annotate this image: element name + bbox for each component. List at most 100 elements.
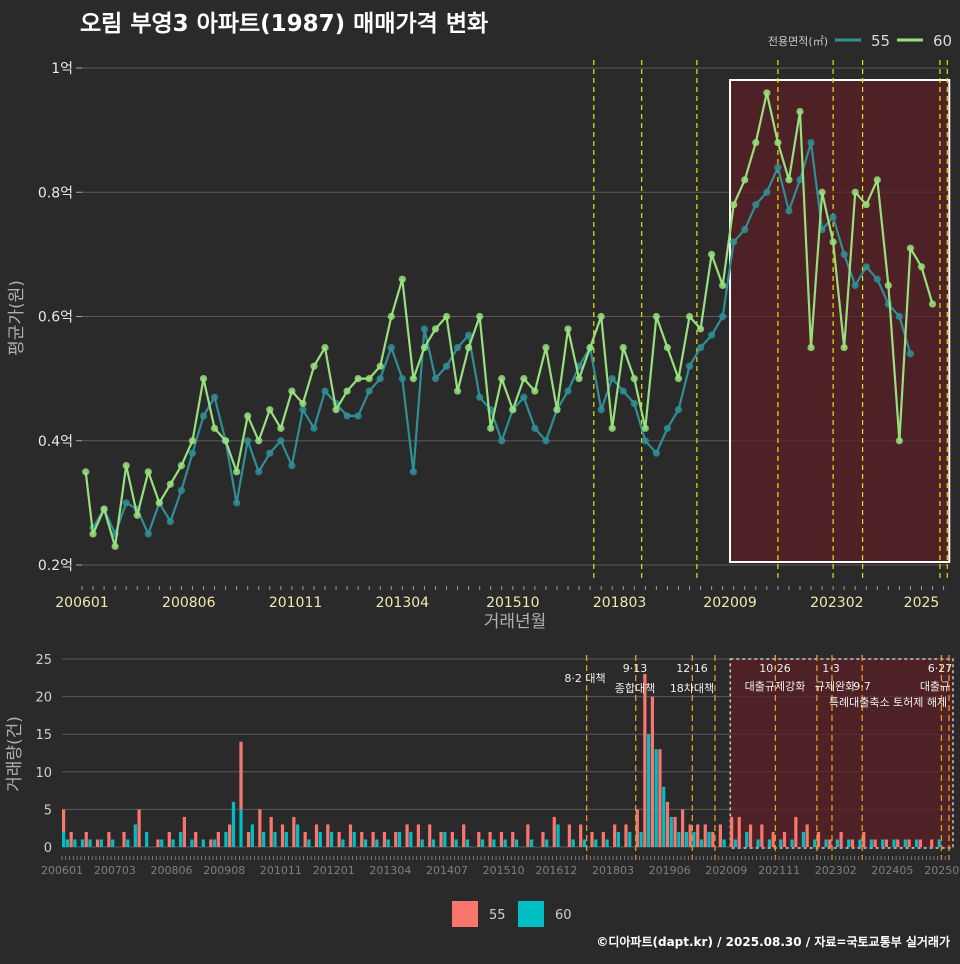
legend-swatch-volume-60: [518, 901, 544, 927]
data-point-55: [630, 399, 638, 408]
volume-bar-55: [737, 816, 741, 847]
data-point-60: [155, 499, 163, 507]
data-point-55: [564, 387, 572, 395]
data-point-55: [431, 375, 440, 383]
data-point-55: [829, 213, 837, 221]
data-point-60: [376, 362, 384, 370]
volume-bar-60: [88, 839, 92, 847]
volume-bar-60: [790, 839, 794, 847]
data-point-60: [862, 201, 870, 209]
volume-bar-55: [314, 824, 319, 847]
volume-bar-60: [329, 831, 334, 847]
data-point-60: [487, 424, 495, 432]
volume-bar-60: [171, 839, 175, 847]
data-point-55: [542, 437, 550, 445]
volume-bar-55: [782, 831, 787, 847]
volume-bar-55: [805, 824, 809, 847]
volume-bar-55: [650, 696, 655, 847]
volume-bar-55: [624, 824, 628, 847]
data-point-60: [255, 437, 263, 445]
volume-bar-60: [628, 831, 632, 847]
data-point-55: [730, 238, 738, 246]
data-point-55: [420, 325, 429, 333]
data-point-60: [641, 424, 649, 432]
x-axis-title: 거래년월: [484, 612, 547, 632]
volume-bar-60: [733, 839, 738, 847]
legend-swatch-volume-55: [452, 901, 478, 927]
volume-bar-60: [65, 839, 69, 847]
volume-bar-60: [937, 839, 941, 847]
data-point-60: [210, 424, 219, 432]
data-point-55: [199, 412, 208, 420]
policy-label: 12·16: [676, 662, 708, 675]
volume-bar-60: [669, 816, 673, 847]
data-point-60: [89, 530, 97, 538]
data-point-60: [840, 343, 848, 352]
volume-bar-60: [363, 839, 368, 847]
volume-bar-60: [397, 831, 402, 847]
data-point-60: [233, 468, 241, 476]
volume-bar-60: [73, 839, 77, 847]
y-tick-label: 0.6억: [38, 310, 73, 326]
data-point-60: [597, 312, 605, 321]
volume-bar-55: [930, 839, 934, 847]
data-point-60: [575, 375, 583, 383]
volume-bar-55: [137, 809, 141, 847]
volume-bar-60: [145, 831, 149, 847]
x-tick-label: 202009: [703, 595, 756, 611]
data-point-55: [873, 275, 881, 283]
x-tick-label-volume: 202111: [758, 864, 800, 877]
volume-bar-55: [526, 824, 530, 847]
data-point-55: [210, 393, 219, 401]
volume-bar-60: [756, 839, 760, 847]
data-point-55: [840, 250, 848, 258]
data-point-55: [851, 281, 859, 290]
volume-bar-60: [503, 839, 507, 847]
y-tick-label-volume: 20: [35, 691, 52, 706]
data-point-55: [674, 406, 683, 414]
volume-bar-55: [680, 809, 685, 847]
x-tick-label: 201304: [376, 595, 430, 611]
volume-bar-60: [341, 839, 345, 847]
data-point-55: [763, 188, 771, 196]
data-point-55: [343, 412, 351, 420]
volume-bar-55: [405, 824, 409, 847]
volume-bar-60: [80, 839, 85, 847]
data-point-55: [652, 449, 660, 457]
volume-bar-60: [582, 839, 587, 847]
volume-bar-60: [273, 831, 277, 847]
data-point-55: [409, 468, 417, 476]
data-point-55: [465, 331, 473, 339]
volume-bar-60: [231, 801, 236, 847]
volume-bar-55: [280, 824, 285, 847]
volume-bar-60: [677, 831, 681, 847]
volume-bar-60: [699, 839, 704, 847]
x-tick-label: 201803: [593, 595, 646, 611]
data-point-55: [663, 424, 672, 432]
data-point-60: [299, 399, 307, 408]
policy-label: 6·27: [928, 662, 953, 675]
data-point-55: [685, 362, 694, 370]
volume-bar-60: [745, 831, 749, 847]
volume-bar-60: [284, 831, 288, 847]
data-point-60: [343, 387, 351, 395]
data-point-60: [586, 343, 594, 352]
x-tick-label: 201011: [269, 595, 322, 611]
data-point-55: [255, 468, 263, 476]
volume-bar-60: [133, 824, 137, 847]
volume-bar-60: [692, 831, 696, 847]
volume-bar-60: [662, 786, 666, 847]
volume-bar-60: [915, 839, 919, 847]
data-point-55: [122, 499, 130, 507]
legend-label-volume: 55: [489, 908, 506, 923]
volume-bar-55: [696, 824, 700, 847]
volume-bar-55: [348, 824, 353, 847]
data-point-60: [111, 542, 119, 550]
volume-bar-55: [850, 839, 855, 847]
volume-bar-55: [477, 831, 481, 847]
data-point-60: [332, 406, 340, 414]
data-point-60: [387, 312, 395, 321]
volume-bar-60: [847, 839, 851, 847]
y-tick-label: 0.4억: [38, 434, 73, 450]
data-point-60: [244, 412, 252, 420]
